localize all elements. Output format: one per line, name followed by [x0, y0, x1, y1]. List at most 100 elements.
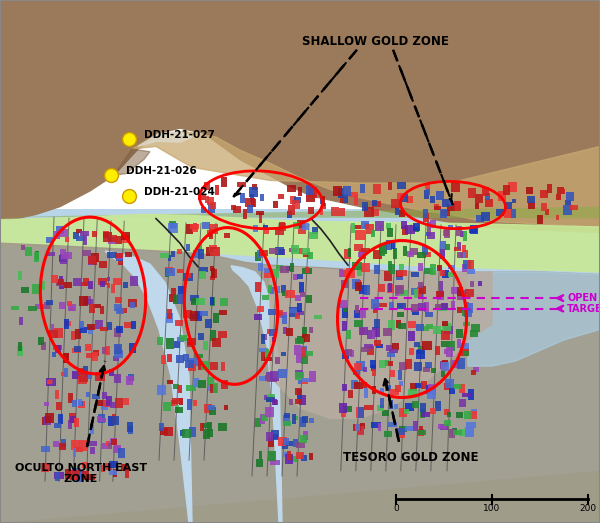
- Bar: [180, 430, 185, 436]
- Bar: [392, 343, 398, 350]
- Bar: [418, 430, 426, 435]
- Bar: [407, 321, 416, 327]
- Bar: [359, 249, 365, 259]
- Bar: [297, 389, 302, 399]
- Bar: [423, 209, 428, 218]
- Point: [124, 192, 134, 200]
- Bar: [275, 247, 284, 255]
- Bar: [54, 328, 62, 338]
- Bar: [103, 231, 109, 238]
- Bar: [207, 405, 215, 410]
- Bar: [81, 282, 88, 286]
- Bar: [200, 207, 206, 213]
- Bar: [397, 428, 405, 435]
- Bar: [434, 203, 439, 210]
- Bar: [471, 324, 481, 332]
- Bar: [383, 328, 392, 336]
- Bar: [76, 235, 85, 241]
- Bar: [350, 349, 355, 357]
- Bar: [51, 275, 58, 283]
- Bar: [79, 321, 84, 327]
- Bar: [169, 294, 176, 302]
- Bar: [440, 249, 445, 259]
- Bar: [53, 345, 62, 350]
- Bar: [61, 372, 65, 377]
- Bar: [372, 369, 376, 376]
- Bar: [312, 226, 318, 234]
- Bar: [448, 265, 455, 269]
- Polygon shape: [105, 251, 192, 523]
- Bar: [107, 283, 110, 288]
- Bar: [314, 315, 322, 320]
- Bar: [242, 209, 247, 219]
- Bar: [361, 382, 367, 388]
- Bar: [172, 399, 182, 404]
- Bar: [471, 370, 476, 376]
- Bar: [527, 202, 535, 209]
- Bar: [193, 250, 200, 258]
- Bar: [54, 231, 61, 240]
- Bar: [342, 308, 348, 317]
- Bar: [306, 295, 312, 303]
- Bar: [389, 264, 395, 275]
- Bar: [45, 413, 54, 423]
- Bar: [447, 412, 451, 417]
- Bar: [177, 337, 184, 342]
- Bar: [116, 309, 124, 314]
- Bar: [293, 222, 299, 229]
- Bar: [111, 439, 118, 445]
- Polygon shape: [114, 149, 150, 175]
- Bar: [464, 309, 472, 317]
- Bar: [364, 344, 373, 349]
- Bar: [44, 416, 52, 425]
- Bar: [418, 263, 424, 271]
- Bar: [441, 330, 450, 340]
- Bar: [464, 411, 472, 419]
- Bar: [556, 194, 560, 200]
- Bar: [397, 428, 405, 438]
- Bar: [385, 360, 389, 366]
- Bar: [118, 308, 127, 313]
- Bar: [357, 267, 362, 276]
- Bar: [80, 231, 89, 236]
- Point: [106, 171, 116, 179]
- Bar: [389, 400, 392, 409]
- Bar: [359, 327, 368, 335]
- Bar: [247, 205, 253, 213]
- Bar: [280, 223, 286, 232]
- Bar: [457, 287, 463, 296]
- Bar: [264, 269, 273, 278]
- Bar: [189, 427, 196, 437]
- Bar: [414, 362, 422, 371]
- Bar: [444, 326, 452, 334]
- Bar: [184, 273, 193, 281]
- Bar: [115, 253, 124, 259]
- Bar: [399, 408, 407, 417]
- Bar: [374, 319, 380, 328]
- Bar: [113, 446, 121, 453]
- Bar: [378, 284, 385, 292]
- Bar: [208, 384, 214, 391]
- Bar: [171, 401, 178, 406]
- Bar: [115, 297, 122, 303]
- Bar: [164, 268, 169, 277]
- Bar: [76, 229, 82, 233]
- Bar: [441, 368, 445, 377]
- Bar: [292, 414, 296, 424]
- Bar: [270, 460, 280, 465]
- Bar: [281, 352, 286, 356]
- Bar: [210, 202, 216, 209]
- Bar: [413, 223, 421, 231]
- Bar: [266, 432, 273, 441]
- Bar: [437, 304, 447, 312]
- Bar: [93, 259, 97, 265]
- Bar: [295, 399, 302, 404]
- Bar: [46, 252, 55, 256]
- Bar: [72, 400, 77, 407]
- Bar: [498, 191, 506, 201]
- Bar: [504, 202, 512, 209]
- Bar: [373, 304, 377, 313]
- Bar: [237, 183, 246, 187]
- Bar: [355, 281, 362, 291]
- Bar: [178, 385, 182, 392]
